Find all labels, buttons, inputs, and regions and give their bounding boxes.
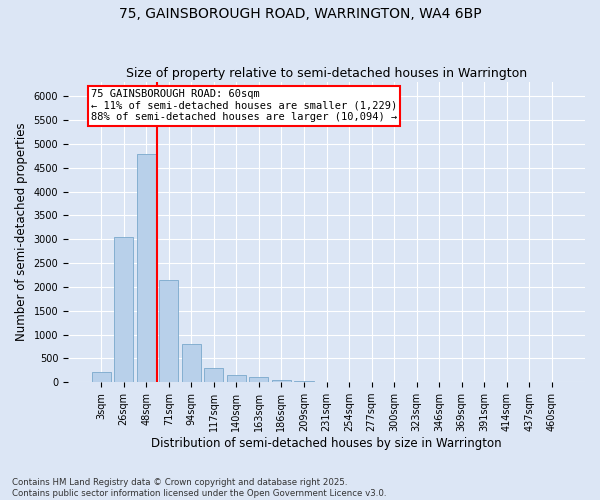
Bar [250, 378, 268, 382]
Bar [92, 372, 110, 382]
Text: Contains HM Land Registry data © Crown copyright and database right 2025.
Contai: Contains HM Land Registry data © Crown c… [12, 478, 386, 498]
Title: Size of property relative to semi-detached houses in Warrington: Size of property relative to semi-detach… [126, 66, 527, 80]
X-axis label: Distribution of semi-detached houses by size in Warrington: Distribution of semi-detached houses by … [151, 437, 502, 450]
Bar [114, 237, 133, 382]
Bar [182, 344, 201, 382]
Text: 75 GAINSBOROUGH ROAD: 60sqm
← 11% of semi-detached houses are smaller (1,229)
88: 75 GAINSBOROUGH ROAD: 60sqm ← 11% of sem… [91, 89, 397, 122]
Bar [137, 154, 156, 382]
Bar [204, 368, 223, 382]
Bar [272, 380, 291, 382]
Y-axis label: Number of semi-detached properties: Number of semi-detached properties [15, 123, 28, 342]
Bar [159, 280, 178, 382]
Text: 75, GAINSBOROUGH ROAD, WARRINGTON, WA4 6BP: 75, GAINSBOROUGH ROAD, WARRINGTON, WA4 6… [119, 8, 481, 22]
Bar [227, 375, 246, 382]
